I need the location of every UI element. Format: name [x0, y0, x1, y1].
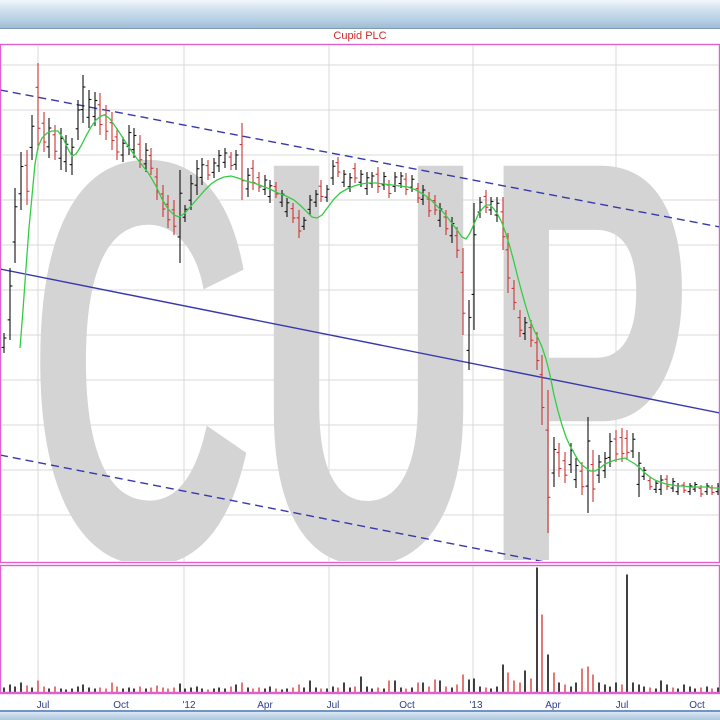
volume-pane[interactable]: [0, 564, 720, 695]
gridlines: [1, 45, 719, 692]
ma-polyline: [19, 114, 719, 489]
x-axis-label: '13: [469, 700, 482, 711]
trendline-lower-support-dashed: [1, 454, 544, 561]
chart-title-row: Cupid PLC: [0, 29, 720, 44]
window-titlebar[interactable]: [0, 0, 720, 29]
x-axis-label: Oct: [399, 700, 415, 711]
chart-title: Cupid PLC: [333, 30, 387, 42]
pane-frames: [0, 43, 720, 695]
volume-series: [1, 567, 719, 694]
x-axis-label: '12: [182, 700, 195, 711]
window-bottom-bar[interactable]: [0, 710, 720, 720]
price-pane[interactable]: [0, 43, 720, 564]
x-axis-label: Jul: [616, 700, 629, 711]
x-axis-label: Jul: [37, 700, 50, 711]
x-axis-label: Oct: [113, 700, 129, 711]
x-axis-labels: Jul Oct '12 Apr Jul Oct '13 Apr Jul Oct: [37, 700, 705, 711]
x-axis-label: Apr: [545, 700, 561, 711]
moving-average-line: [19, 114, 719, 489]
trendlines: [1, 89, 719, 561]
trendline-mid-support-solid: [1, 268, 719, 414]
trendline-upper-resistance-dashed: [1, 89, 719, 228]
x-axis-label: Oct: [689, 700, 705, 711]
x-axis-label: Apr: [257, 700, 273, 711]
x-axis-label: Jul: [327, 700, 340, 711]
